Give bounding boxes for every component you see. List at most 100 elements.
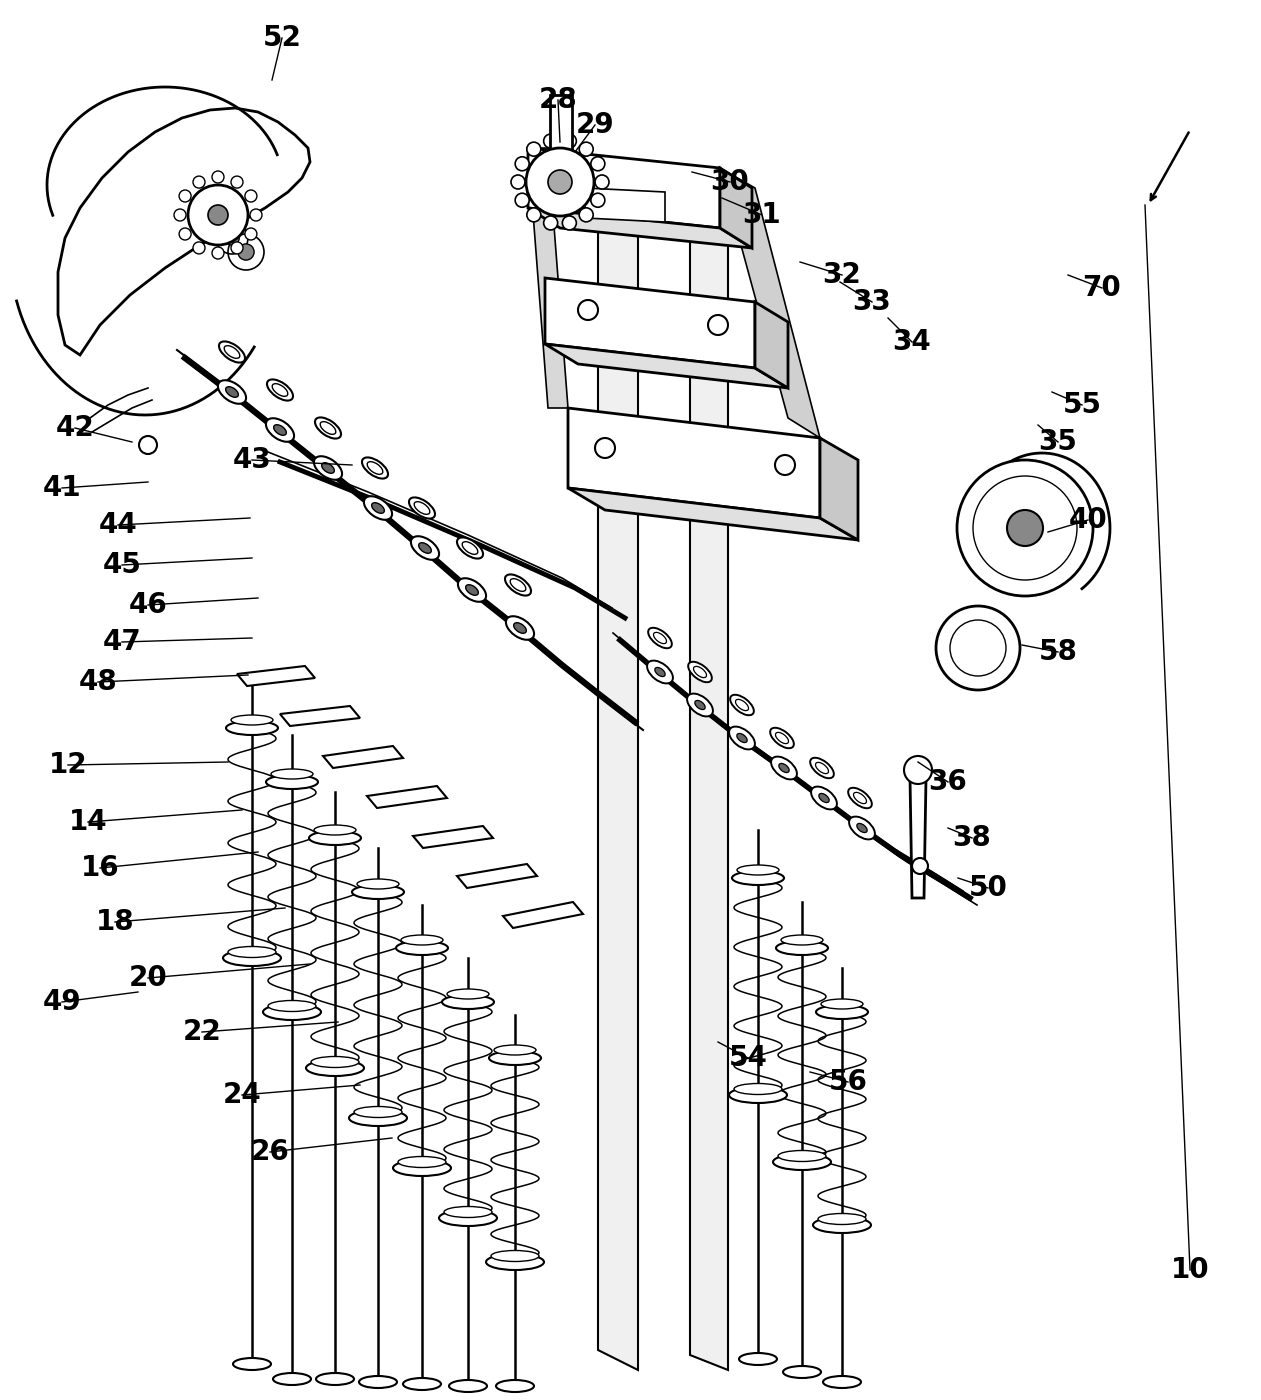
Text: 28: 28 bbox=[538, 85, 578, 113]
Polygon shape bbox=[280, 706, 359, 727]
Ellipse shape bbox=[352, 885, 404, 899]
Text: 16: 16 bbox=[81, 854, 120, 882]
Ellipse shape bbox=[849, 788, 871, 808]
Circle shape bbox=[238, 244, 255, 260]
Ellipse shape bbox=[773, 1154, 831, 1170]
Ellipse shape bbox=[485, 1254, 543, 1270]
Text: 34: 34 bbox=[893, 328, 932, 356]
Ellipse shape bbox=[734, 1084, 782, 1095]
Circle shape bbox=[562, 216, 576, 230]
Ellipse shape bbox=[779, 763, 789, 773]
Circle shape bbox=[549, 169, 572, 195]
Polygon shape bbox=[456, 864, 537, 888]
Polygon shape bbox=[550, 95, 572, 210]
Text: 35: 35 bbox=[1039, 428, 1077, 456]
Ellipse shape bbox=[349, 1110, 407, 1126]
Ellipse shape bbox=[444, 1207, 492, 1218]
Ellipse shape bbox=[439, 1210, 497, 1226]
Circle shape bbox=[936, 606, 1020, 690]
Circle shape bbox=[193, 176, 206, 188]
Ellipse shape bbox=[354, 1106, 402, 1117]
Ellipse shape bbox=[269, 1001, 317, 1011]
Text: 26: 26 bbox=[251, 1138, 289, 1166]
Circle shape bbox=[179, 228, 192, 239]
Circle shape bbox=[511, 175, 525, 189]
Text: 30: 30 bbox=[711, 168, 749, 196]
Ellipse shape bbox=[272, 1373, 311, 1385]
Text: 70: 70 bbox=[1083, 274, 1121, 302]
Ellipse shape bbox=[506, 616, 535, 640]
Polygon shape bbox=[528, 209, 752, 248]
Circle shape bbox=[543, 134, 557, 148]
Ellipse shape bbox=[513, 623, 526, 633]
Circle shape bbox=[591, 157, 605, 171]
Polygon shape bbox=[545, 344, 788, 388]
Ellipse shape bbox=[776, 732, 788, 743]
Ellipse shape bbox=[393, 1161, 451, 1176]
Polygon shape bbox=[720, 168, 820, 438]
Polygon shape bbox=[528, 148, 567, 407]
Polygon shape bbox=[545, 279, 755, 368]
Ellipse shape bbox=[314, 456, 342, 480]
Circle shape bbox=[174, 209, 187, 221]
Circle shape bbox=[543, 216, 557, 230]
Circle shape bbox=[212, 246, 224, 259]
Ellipse shape bbox=[810, 757, 834, 778]
Ellipse shape bbox=[494, 1044, 536, 1056]
Ellipse shape bbox=[233, 1358, 271, 1371]
Ellipse shape bbox=[367, 462, 383, 475]
Polygon shape bbox=[598, 168, 638, 1371]
Ellipse shape bbox=[730, 694, 754, 715]
Polygon shape bbox=[414, 826, 493, 848]
Ellipse shape bbox=[813, 1217, 871, 1233]
Circle shape bbox=[245, 228, 257, 239]
Ellipse shape bbox=[264, 1004, 322, 1021]
Ellipse shape bbox=[414, 501, 430, 514]
Ellipse shape bbox=[311, 1057, 359, 1067]
Text: 12: 12 bbox=[49, 750, 87, 778]
Polygon shape bbox=[720, 168, 752, 248]
Ellipse shape bbox=[736, 865, 779, 875]
Polygon shape bbox=[820, 438, 857, 540]
Ellipse shape bbox=[315, 417, 340, 438]
Ellipse shape bbox=[465, 585, 478, 595]
Circle shape bbox=[562, 134, 576, 148]
Ellipse shape bbox=[309, 832, 361, 846]
Circle shape bbox=[179, 190, 192, 202]
Ellipse shape bbox=[322, 463, 334, 473]
Ellipse shape bbox=[854, 792, 866, 804]
Circle shape bbox=[208, 204, 228, 225]
Circle shape bbox=[526, 148, 594, 216]
Ellipse shape bbox=[735, 700, 749, 711]
Ellipse shape bbox=[362, 458, 388, 479]
Ellipse shape bbox=[489, 1051, 541, 1065]
Ellipse shape bbox=[736, 734, 748, 742]
Text: 22: 22 bbox=[183, 1018, 222, 1046]
Ellipse shape bbox=[398, 1156, 446, 1168]
Polygon shape bbox=[528, 148, 720, 228]
Text: 33: 33 bbox=[852, 288, 892, 316]
Ellipse shape bbox=[224, 346, 240, 358]
Ellipse shape bbox=[306, 1060, 364, 1077]
Polygon shape bbox=[910, 778, 926, 897]
Ellipse shape bbox=[770, 756, 797, 780]
Ellipse shape bbox=[823, 1376, 861, 1387]
Ellipse shape bbox=[458, 578, 485, 602]
Ellipse shape bbox=[317, 1373, 354, 1385]
Ellipse shape bbox=[228, 946, 276, 958]
Ellipse shape bbox=[364, 496, 392, 519]
Ellipse shape bbox=[446, 988, 489, 1000]
Ellipse shape bbox=[695, 700, 705, 710]
Ellipse shape bbox=[396, 941, 448, 955]
Text: 55: 55 bbox=[1063, 391, 1102, 419]
Circle shape bbox=[231, 242, 243, 253]
Ellipse shape bbox=[359, 1376, 397, 1387]
Ellipse shape bbox=[372, 503, 385, 514]
Text: 52: 52 bbox=[262, 24, 301, 52]
Circle shape bbox=[516, 157, 530, 171]
Text: 40: 40 bbox=[1068, 505, 1107, 533]
Circle shape bbox=[211, 210, 230, 230]
Text: 31: 31 bbox=[743, 202, 782, 230]
Ellipse shape bbox=[219, 342, 245, 363]
Circle shape bbox=[912, 858, 928, 874]
